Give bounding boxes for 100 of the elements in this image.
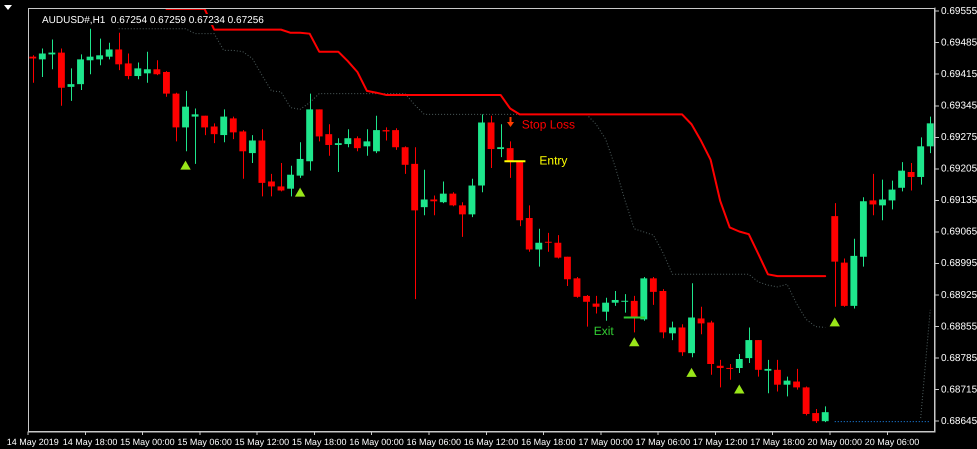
y-tick-label: 0.69065	[941, 226, 977, 238]
candlestick	[535, 228, 542, 268]
candlestick	[574, 276, 580, 298]
candlestick	[38, 48, 46, 78]
x-tick-label: 14 May 2019	[6, 436, 59, 447]
y-tick-label: 0.69485	[941, 37, 977, 48]
x-tick-label: 17 May 18:00	[750, 436, 805, 447]
candlestick	[334, 138, 342, 173]
candlestick	[48, 39, 56, 70]
candlestick	[134, 62, 142, 80]
candlestick	[926, 116, 934, 154]
x-tick-label: 16 May 12:00	[464, 436, 518, 447]
candlestick	[650, 276, 657, 306]
candlestick	[544, 232, 552, 252]
y-tick-label: 0.68645	[941, 416, 977, 427]
candlestick	[153, 60, 160, 76]
ref-line-label: Exit	[594, 324, 614, 338]
text: AUDUSD#,H1 0.67254 0.67259 0.67234 0.67256	[42, 14, 264, 26]
candlestick	[879, 179, 886, 221]
candlestick	[745, 326, 752, 364]
y-tick-label: 0.69275	[941, 132, 977, 144]
y-tick-label: 0.68855	[941, 321, 977, 332]
candlestick	[344, 128, 352, 148]
x-tick-label: 20 May 00:00	[807, 436, 862, 447]
candlestick	[278, 162, 284, 192]
candlestick	[564, 256, 571, 287]
candlestick	[784, 376, 790, 397]
candlestick	[420, 169, 428, 216]
y-tick-label: 0.69555	[941, 6, 977, 17]
y-tick-label: 0.68925	[941, 290, 977, 301]
candlestick	[68, 68, 74, 102]
candlestick	[325, 124, 332, 156]
candlestick	[220, 108, 228, 143]
candlestick	[888, 180, 896, 210]
candlestick	[592, 295, 600, 314]
candlestick	[669, 321, 676, 341]
candlestick	[163, 70, 170, 98]
candlestick	[239, 130, 246, 180]
candlestick	[497, 124, 504, 158]
point	[830, 318, 840, 326]
candlestick	[115, 32, 122, 71]
point	[295, 188, 305, 197]
candlestick	[248, 134, 256, 164]
x-tick-label: 17 May 12:00	[692, 436, 748, 447]
x-tick-label: 16 May 18:00	[521, 436, 576, 447]
candlestick	[354, 136, 361, 152]
ref-line-label: Entry	[539, 154, 568, 168]
point	[734, 385, 744, 394]
candlestick	[458, 202, 466, 238]
y-tick-label: 0.69135	[941, 195, 977, 206]
x-tick-label: 15 May 06:00	[177, 436, 232, 447]
candlestick	[554, 234, 562, 260]
x-tick-label: 16 May 00:00	[349, 436, 404, 447]
candlestick	[373, 115, 380, 154]
candlestick	[430, 194, 438, 216]
candlestick	[736, 354, 743, 374]
candlestick	[870, 173, 876, 216]
x-tick-label: 20 May 06:00	[864, 436, 920, 447]
candlestick	[182, 90, 189, 152]
x-tick-label: 17 May 00:00	[578, 436, 633, 447]
candlestick	[449, 192, 456, 207]
candlestick	[86, 28, 94, 75]
candlestick	[812, 408, 820, 424]
candlestick	[726, 363, 734, 380]
candlestick	[440, 180, 447, 204]
x-tick-label: 15 May 00:00	[120, 436, 175, 447]
candlestick	[144, 51, 151, 84]
candlestick	[774, 359, 781, 392]
series-label: Stop Loss	[522, 118, 576, 132]
candlestick	[612, 290, 619, 306]
candlestick	[402, 146, 409, 174]
candlestick	[230, 116, 237, 140]
candlestick	[29, 54, 36, 84]
candlestick	[124, 53, 132, 80]
candlestick	[192, 108, 199, 164]
y-tick-label: 0.69205	[941, 164, 977, 175]
y-tick-label: 0.68785	[941, 352, 977, 364]
y-tick-label: 0.69415	[941, 68, 977, 80]
candlestick	[908, 162, 915, 191]
y-tick-label: 0.68715	[941, 384, 977, 396]
candlestick	[268, 173, 275, 197]
candlestick	[363, 128, 370, 156]
candlestick	[382, 126, 390, 141]
point	[686, 368, 696, 377]
candlestick	[822, 406, 829, 423]
y-tick-label: 0.68995	[941, 258, 977, 270]
x-tick-label: 14 May 18:00	[62, 436, 118, 447]
candlestick	[96, 38, 104, 66]
candlestick	[716, 359, 724, 388]
candlestick	[898, 162, 906, 192]
candlestick	[201, 115, 208, 136]
candlestick	[287, 165, 294, 197]
x-tick-label: 17 May 06:00	[636, 436, 690, 447]
point	[180, 161, 190, 170]
x-tick-label: 16 May 06:00	[406, 436, 462, 447]
candlestick	[621, 294, 628, 314]
candlestick	[698, 306, 705, 335]
candlestick	[602, 297, 610, 322]
candlestick	[392, 128, 400, 150]
candlestick	[296, 142, 304, 178]
